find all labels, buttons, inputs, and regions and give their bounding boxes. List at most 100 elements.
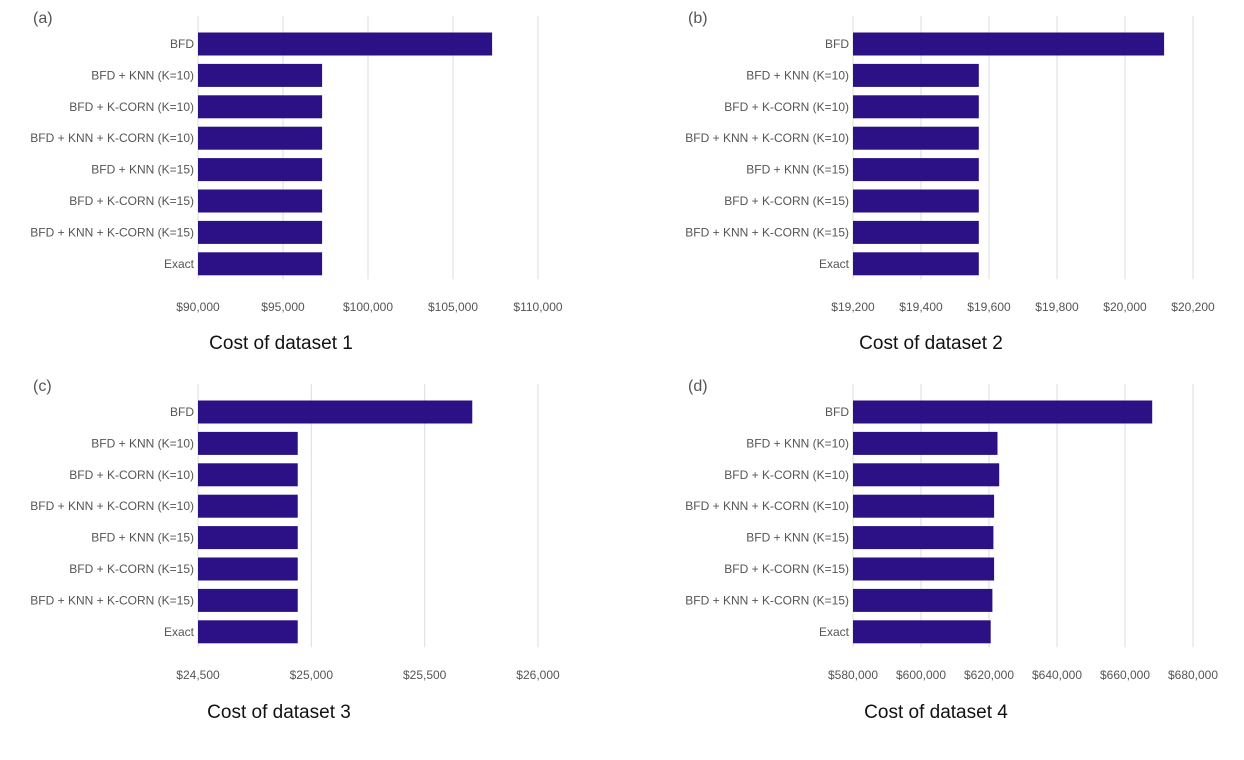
category-label: Exact [819, 625, 850, 639]
x-axis-ticks: $90,000 $95,000 $100,000 $105,000 $110,000 [176, 300, 563, 314]
category-label: BFD + KNN (K=15) [746, 163, 849, 177]
bars [853, 400, 1153, 644]
bar [198, 588, 298, 612]
panel-label: (d) [688, 378, 708, 395]
chart-panel-b: (b) BFD BFD + KNN (K=10) BFD + K-CORN (K=1… [685, 10, 1215, 354]
category-label: BFD + K-CORN (K=10) [69, 100, 194, 114]
chart-title: Cost of dataset 2 [859, 333, 1003, 354]
x-axis-ticks: $580,000 $600,000 $620,000 $640,000 $660,000… [828, 668, 1218, 682]
bars [198, 400, 473, 644]
x-axis-ticks: $19,200 $19,400 $19,600 $19,800 $20,000 $20,2… [831, 300, 1215, 314]
category-label: BFD + K-CORN (K=15) [724, 194, 849, 208]
bar [853, 431, 998, 455]
bar [198, 431, 298, 455]
bar [853, 463, 1000, 487]
category-label: BFD + KNN + K-CORN (K=10) [30, 131, 194, 145]
tick-label: $19,600 [967, 300, 1011, 314]
category-label: BFD + KNN + K-CORN (K=10) [30, 499, 194, 513]
category-labels: BFD BFD + KNN (K=10) BFD + K-CORN (K=10) BF… [685, 37, 849, 271]
bar [853, 32, 1165, 56]
bar [853, 63, 979, 87]
category-label: BFD + KNN (K=10) [91, 68, 194, 82]
category-labels: BFD BFD + KNN (K=10) BFD + K-CORN (K=10) BF… [685, 405, 849, 639]
tick-label: $580,000 [828, 668, 878, 682]
bar [198, 557, 298, 581]
tick-label: $26,000 [516, 668, 560, 682]
bar [853, 620, 991, 644]
tick-label: $19,800 [1035, 300, 1079, 314]
category-label: BFD + K-CORN (K=15) [69, 194, 194, 208]
category-label: Exact [164, 257, 195, 271]
x-axis-ticks: $24,500 $25,000 $25,500 $26,000 [176, 668, 560, 682]
category-label: BFD [825, 37, 849, 51]
tick-label: $20,200 [1171, 300, 1215, 314]
bar [853, 95, 979, 119]
bar [853, 126, 979, 150]
bar [853, 189, 979, 213]
tick-label: $90,000 [176, 300, 220, 314]
bar [198, 189, 323, 213]
bar [853, 252, 979, 276]
category-label: BFD + KNN + K-CORN (K=10) [685, 499, 849, 513]
tick-label: $20,000 [1103, 300, 1147, 314]
category-label: BFD + K-CORN (K=10) [69, 468, 194, 482]
bar [853, 557, 995, 581]
bar [198, 400, 473, 424]
tick-label: $25,000 [290, 668, 334, 682]
bar [198, 620, 298, 644]
tick-label: $660,000 [1100, 668, 1150, 682]
category-label: BFD + KNN + K-CORN (K=15) [685, 593, 849, 607]
bar [198, 63, 323, 87]
category-label: BFD + K-CORN (K=15) [69, 562, 194, 576]
tick-label: $620,000 [964, 668, 1014, 682]
bar [198, 95, 323, 119]
bar [853, 494, 995, 518]
category-labels: BFD BFD + KNN (K=10) BFD + K-CORN (K=10) BF… [30, 37, 194, 271]
bar [853, 158, 979, 182]
tick-label: $95,000 [261, 300, 305, 314]
category-label: Exact [819, 257, 850, 271]
tick-label: $680,000 [1168, 668, 1218, 682]
panel-label: (b) [688, 10, 708, 27]
chart-panel-c: (c) BFD BFD + KNN (K=10) BFD + K-CORN (K=1… [30, 378, 560, 723]
category-label: BFD + KNN + K-CORN (K=15) [685, 225, 849, 239]
bars [198, 32, 493, 276]
category-label: BFD + KNN (K=10) [746, 436, 849, 450]
bar [853, 588, 993, 612]
category-labels: BFD BFD + KNN (K=10) BFD + K-CORN (K=10) BF… [30, 405, 194, 639]
panel-label: (c) [33, 378, 52, 395]
bar [198, 494, 298, 518]
bar [198, 526, 298, 550]
category-label: BFD + KNN (K=15) [746, 531, 849, 545]
category-label: BFD + KNN + K-CORN (K=15) [30, 593, 194, 607]
bar [198, 463, 298, 487]
category-label: BFD + K-CORN (K=15) [724, 562, 849, 576]
category-label: BFD + KNN (K=10) [746, 68, 849, 82]
tick-label: $105,000 [428, 300, 478, 314]
chart-title: Cost of dataset 4 [864, 702, 1008, 723]
category-label: BFD + K-CORN (K=10) [724, 100, 849, 114]
tick-label: $110,000 [513, 300, 562, 314]
tick-label: $24,500 [176, 668, 220, 682]
bar [198, 32, 493, 56]
bar [198, 126, 323, 150]
bar [198, 252, 323, 276]
tick-label: $25,500 [403, 668, 447, 682]
category-label: BFD + KNN + K-CORN (K=15) [30, 225, 194, 239]
tick-label: $100,000 [343, 300, 393, 314]
chart-title: Cost of dataset 3 [207, 702, 351, 723]
bar [853, 526, 994, 550]
category-label: Exact [164, 625, 195, 639]
category-label: BFD [170, 405, 194, 419]
bar [853, 220, 979, 244]
tick-label: $640,000 [1032, 668, 1082, 682]
bar [198, 158, 323, 182]
category-label: BFD + KNN (K=15) [91, 163, 194, 177]
category-label: BFD + K-CORN (K=10) [724, 468, 849, 482]
category-label: BFD [170, 37, 194, 51]
chart-panel-a: (a) BFD BFD + KNN (K=10) BFD + K-CORN (K=1… [30, 10, 563, 354]
tick-label: $19,200 [831, 300, 875, 314]
bars [853, 32, 1165, 276]
tick-label: $600,000 [896, 668, 946, 682]
chart-panel-d: (d) BFD BFD + KNN (K=10) BFD + K-CORN (K=1… [685, 378, 1218, 723]
